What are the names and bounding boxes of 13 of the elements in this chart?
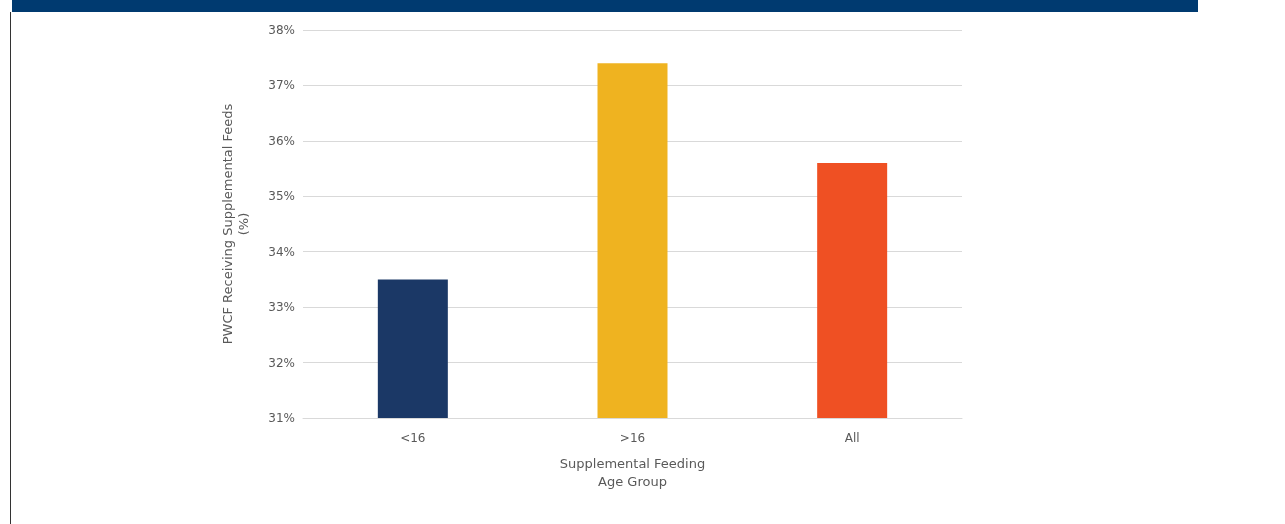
y-axis-title: PWCF Receiving Supplemental Feeds (%)	[219, 103, 251, 345]
y-tick-label: 38%	[268, 23, 295, 37]
y-tick-label: 33%	[268, 300, 295, 315]
y-tick-label: 34%	[268, 244, 295, 259]
x-axis-title: Supplemental Feeding Age Group	[559, 455, 706, 489]
y-tick-label: 32%	[268, 355, 295, 370]
y-tick-label: 36%	[268, 133, 295, 148]
y-tick-label: 31%	[268, 411, 295, 425]
y-tick-label: 35%	[268, 189, 295, 204]
y-tick-label: 37%	[268, 78, 295, 93]
x-tick-label: >16	[619, 431, 646, 445]
x-tick-label: <16	[400, 431, 426, 445]
x-tick-label: All	[844, 431, 860, 445]
